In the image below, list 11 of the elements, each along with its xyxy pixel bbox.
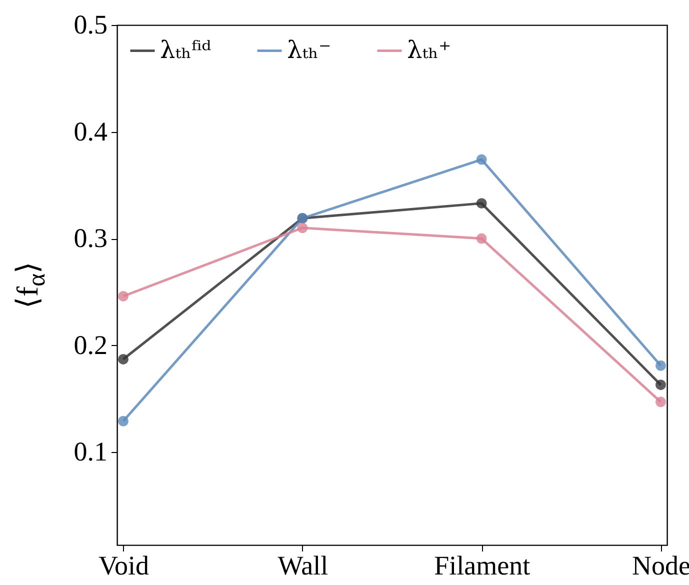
x-tick-label: Void	[98, 550, 150, 580]
y-tick-label: 0.5	[74, 10, 108, 40]
y-tick-label: 0.2	[74, 330, 108, 360]
legend-label: λₜₕ⁻	[287, 36, 332, 64]
x-tick-label: Wall	[278, 550, 328, 580]
y-tick-label: 0.3	[74, 223, 108, 254]
y-tick-label: 0.1	[74, 436, 108, 467]
legend-label: λₜₕ⁺	[407, 36, 452, 64]
y-tick-label: 0.4	[74, 116, 108, 146]
x-tick-label: Filament	[434, 550, 531, 580]
legend-label: λₜₕᶠⁱᵈ	[160, 36, 212, 64]
